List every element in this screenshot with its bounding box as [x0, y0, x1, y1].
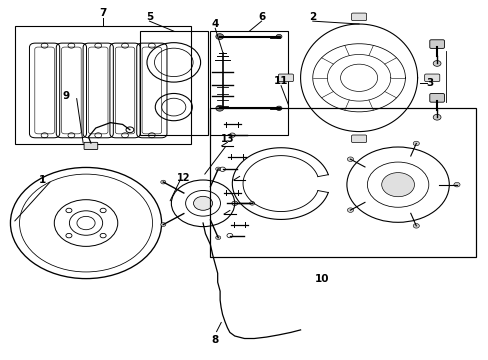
- FancyBboxPatch shape: [351, 13, 366, 21]
- FancyBboxPatch shape: [84, 142, 98, 149]
- Circle shape: [215, 236, 220, 239]
- Text: 10: 10: [315, 274, 329, 284]
- Circle shape: [215, 105, 223, 111]
- Bar: [15, 26, 190, 144]
- Text: 12: 12: [177, 173, 190, 183]
- Circle shape: [276, 106, 282, 111]
- Text: 7: 7: [99, 8, 106, 18]
- FancyBboxPatch shape: [351, 135, 366, 143]
- Text: 11: 11: [273, 76, 288, 86]
- Text: 6: 6: [257, 12, 264, 22]
- Circle shape: [100, 208, 106, 213]
- FancyBboxPatch shape: [278, 74, 293, 82]
- Text: 5: 5: [145, 12, 153, 22]
- Circle shape: [346, 157, 353, 162]
- Circle shape: [100, 233, 106, 238]
- Text: 1: 1: [39, 175, 46, 185]
- Circle shape: [161, 223, 165, 226]
- Text: 2: 2: [308, 12, 316, 22]
- Circle shape: [66, 233, 72, 238]
- Circle shape: [346, 208, 353, 212]
- Circle shape: [432, 60, 440, 66]
- Text: 3: 3: [426, 78, 432, 88]
- Circle shape: [249, 202, 254, 205]
- Circle shape: [412, 224, 419, 228]
- Circle shape: [412, 141, 419, 146]
- Text: 13: 13: [220, 134, 234, 144]
- Circle shape: [66, 208, 72, 213]
- Text: 4: 4: [211, 19, 219, 29]
- FancyBboxPatch shape: [429, 40, 444, 48]
- FancyBboxPatch shape: [429, 94, 444, 102]
- Circle shape: [77, 216, 95, 230]
- Text: 9: 9: [63, 91, 70, 101]
- Circle shape: [193, 196, 212, 210]
- Circle shape: [215, 34, 223, 40]
- Circle shape: [276, 35, 282, 39]
- Bar: [140, 31, 207, 135]
- Text: 8: 8: [211, 334, 219, 345]
- Circle shape: [381, 172, 414, 197]
- Circle shape: [161, 180, 165, 184]
- Bar: [210, 31, 288, 135]
- FancyBboxPatch shape: [424, 74, 439, 82]
- Bar: [210, 108, 475, 257]
- Circle shape: [432, 114, 440, 120]
- Circle shape: [215, 167, 220, 171]
- Circle shape: [453, 183, 459, 187]
